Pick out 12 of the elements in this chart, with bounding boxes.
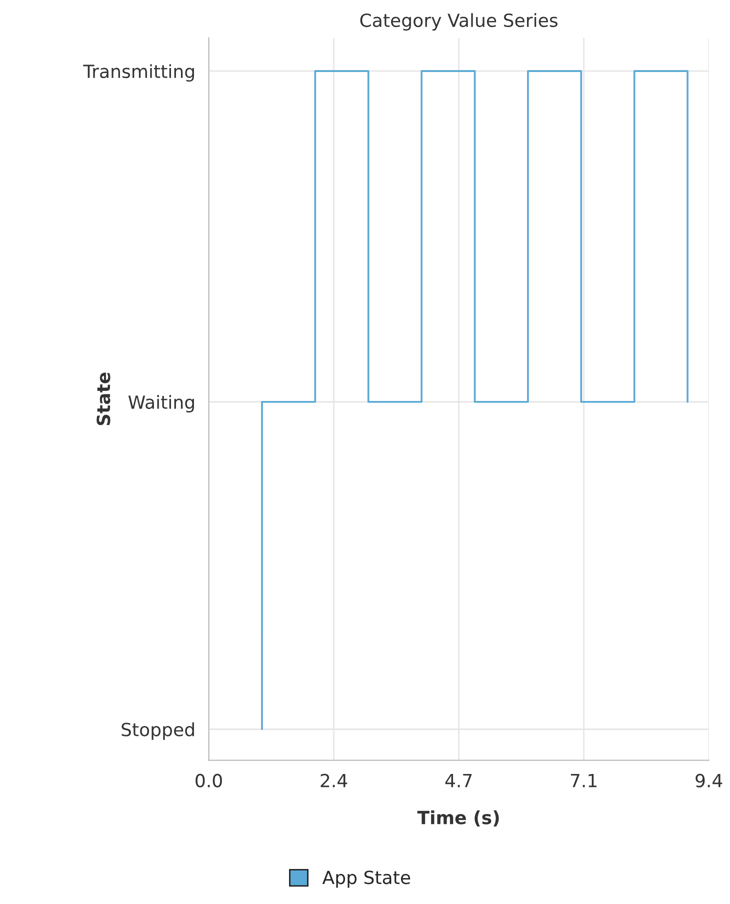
x-tick-label: 2.4 bbox=[320, 774, 348, 788]
category-label: Stopped bbox=[122, 722, 194, 740]
category-label: Waiting bbox=[128, 395, 194, 412]
category-label: Transmitting bbox=[83, 64, 194, 82]
x-tick-label: 7.1 bbox=[570, 774, 597, 788]
x-tick-label: 9.4 bbox=[696, 774, 722, 788]
legend-label: App State bbox=[322, 870, 410, 888]
y-axis-title: State bbox=[96, 372, 110, 426]
x-tick-label: 4.7 bbox=[445, 774, 472, 788]
x-axis-title: Time (s) bbox=[417, 810, 499, 826]
x-tick-label: 0.0 bbox=[196, 774, 222, 788]
chart-title: Category Value Series bbox=[360, 13, 558, 31]
